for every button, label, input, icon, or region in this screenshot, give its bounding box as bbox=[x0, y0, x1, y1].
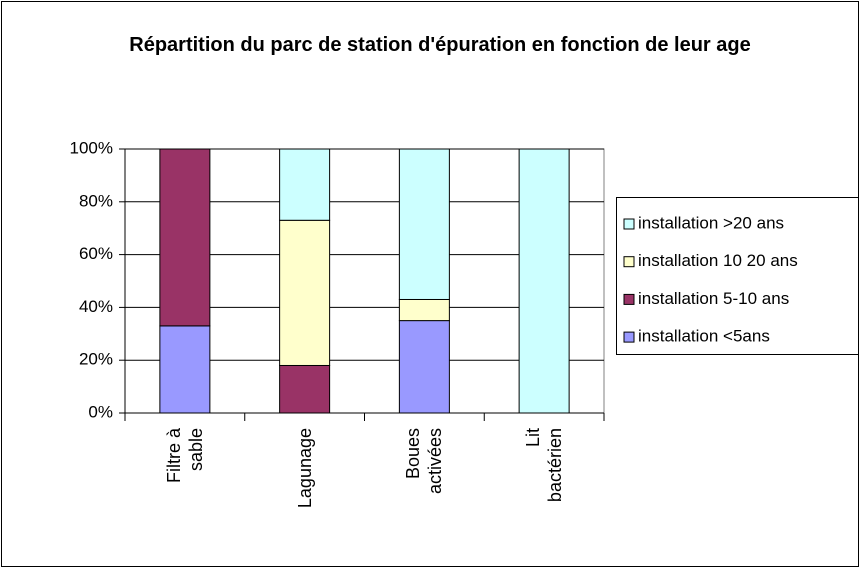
bar-segment bbox=[398, 148, 450, 300]
bar-segment bbox=[398, 298, 450, 322]
legend-swatch bbox=[623, 331, 635, 343]
legend-label: installation 5-10 ans bbox=[638, 289, 789, 308]
legend-swatch bbox=[623, 256, 635, 268]
bar-segment bbox=[398, 320, 450, 414]
bar-segment bbox=[279, 219, 331, 366]
bar-segment bbox=[279, 364, 331, 414]
y-tick-label: 60% bbox=[79, 244, 113, 263]
legend-box bbox=[616, 197, 859, 355]
y-tick-label: 80% bbox=[79, 191, 113, 210]
chart-title: Répartition du parc de station d'épurati… bbox=[129, 34, 751, 56]
legend-label: installation 10 20 ans bbox=[638, 251, 798, 270]
bar-segment bbox=[159, 148, 211, 327]
legend-swatch bbox=[623, 293, 635, 305]
x-tick-label: Lagunage bbox=[294, 428, 315, 509]
y-tick-label: 20% bbox=[79, 350, 113, 369]
x-tick-label: Lit bactérien bbox=[523, 428, 566, 503]
x-tick-label: Filtre à sable bbox=[163, 428, 206, 484]
bar-segment bbox=[279, 148, 331, 221]
legend-swatch bbox=[623, 218, 635, 230]
legend-label: installation >20 ans bbox=[638, 213, 784, 232]
legend-label: installation <5ans bbox=[638, 327, 770, 346]
y-tick-label: 40% bbox=[79, 297, 113, 316]
y-tick-label: 100% bbox=[70, 138, 113, 157]
x-tick-label: Boues activées bbox=[403, 428, 446, 495]
bar-segment bbox=[518, 148, 570, 414]
bar-segment bbox=[159, 325, 211, 414]
y-tick-label: 0% bbox=[88, 402, 113, 421]
